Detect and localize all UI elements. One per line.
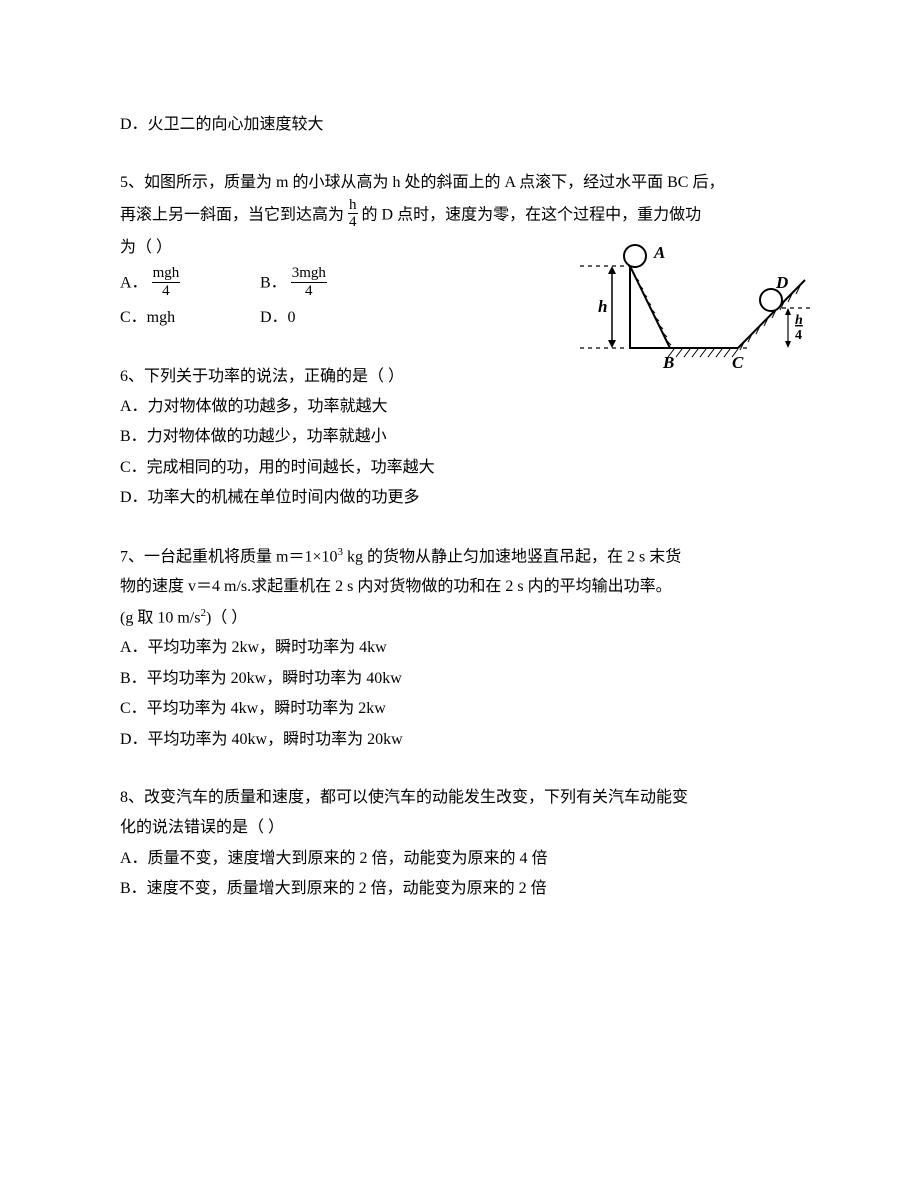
q7-l1-post: kg 的货物从静止匀加速地竖直吊起，在 2 s 末货 — [343, 548, 681, 565]
ball-a — [624, 245, 646, 267]
label-a: A — [653, 243, 665, 262]
arrow-up-icon — [608, 266, 616, 274]
ground-hatch — [668, 349, 738, 357]
arrow-down-small-icon — [785, 341, 791, 348]
q5-fraction-h-over-4: h 4 — [348, 197, 358, 231]
q8-option-a: A．质量不变，速度增大到原来的 2 倍，动能变为原来的 4 倍 — [120, 844, 800, 874]
q7-stem-line3: (g 取 10 m/s2)（ ） — [120, 603, 800, 634]
label-b: B — [662, 353, 674, 372]
q7-l1-pre: 7、一台起重机将质量 m＝1×10 — [120, 548, 337, 565]
fraction-numerator: h — [348, 197, 358, 215]
q7-option-a: A．平均功率为 2kw，瞬时功率为 4kw — [120, 633, 800, 663]
q5-stem-line1: 5、如图所示，质量为 m 的小球从高为 h 处的斜面上的 A 点滚下，经过水平面… — [120, 168, 800, 198]
q5-optA-fraction: mgh 4 — [152, 265, 181, 299]
q6-option-a: A．力对物体做的功越多，功率就越大 — [120, 392, 800, 422]
q6-option-c: C．完成相同的功，用的时间越长，功率越大 — [120, 453, 800, 483]
q5-optC: C．mgh — [120, 303, 260, 333]
q7-l3-pre: (g 取 10 m/s — [120, 609, 200, 626]
label-h: h — [598, 297, 607, 316]
label-h4-den: 4 — [795, 328, 802, 343]
q7-option-d: D．平均功率为 40kw，瞬时功率为 20kw — [120, 725, 800, 755]
q6-option-d: D．功率大的机械在单位时间内做的功更多 — [120, 483, 800, 513]
q7-stem-line1: 7、一台起重机将质量 m＝1×103 kg 的货物从静止匀加速地竖直吊起，在 2… — [120, 542, 800, 573]
arrow-down-icon — [608, 340, 616, 348]
fraction-numerator: 3mgh — [291, 265, 327, 283]
q5-optA-label: A． — [120, 275, 148, 292]
arrow-up-small-icon — [785, 308, 791, 315]
q5-stem2-pre: 再滚上另一斜面，当它到达高为 — [120, 206, 344, 223]
fraction-denominator: 4 — [348, 214, 358, 231]
incline-diagram-svg: A B C D h h 4 — [580, 238, 810, 378]
q5-stem-line2: 再滚上另一斜面，当它到达高为 h 4 的 D 点时，速度为零，在这个过程中，重力… — [120, 199, 800, 233]
q7-option-b: B．平均功率为 20kw，瞬时功率为 40kw — [120, 664, 800, 694]
q8-stem-line2: 化的说法错误的是（ ） — [120, 813, 800, 843]
q5-diagram: A B C D h h 4 — [580, 238, 810, 378]
fraction-denominator: 4 — [291, 283, 327, 300]
label-d: D — [775, 273, 788, 292]
q6-option-b: B．力对物体做的功越少，功率就越小 — [120, 422, 800, 452]
q8-stem-line1: 8、改变汽车的质量和速度，都可以使汽车的动能发生改变，下列有关汽车动能变 — [120, 783, 800, 813]
ball-d — [760, 289, 782, 311]
q5-optD: D．0 — [260, 303, 400, 333]
q7-option-c: C．平均功率为 4kw，瞬时功率为 2kw — [120, 694, 800, 724]
q5-optB-fraction: 3mgh 4 — [291, 265, 327, 299]
q5-optB-label: B． — [260, 275, 287, 292]
q7-stem-line2: 物的速度 v＝4 m/s.求起重机在 2 s 内对货物做的功和在 2 s 内的平… — [120, 572, 800, 602]
q5-stem2-post: 的 D 点时，速度为零，在这个过程中，重力做功 — [362, 206, 702, 223]
q7-l3-post: )（ ） — [206, 609, 247, 626]
fraction-denominator: 4 — [152, 283, 181, 300]
q8-option-b: B．速度不变，质量增大到原来的 2 倍，动能变为原来的 2 倍 — [120, 874, 800, 904]
label-h4-num: h — [795, 313, 803, 328]
q4-option-d: D．火卫二的向心加速度较大 — [120, 110, 800, 140]
label-c: C — [732, 353, 744, 372]
fraction-numerator: mgh — [152, 265, 181, 283]
